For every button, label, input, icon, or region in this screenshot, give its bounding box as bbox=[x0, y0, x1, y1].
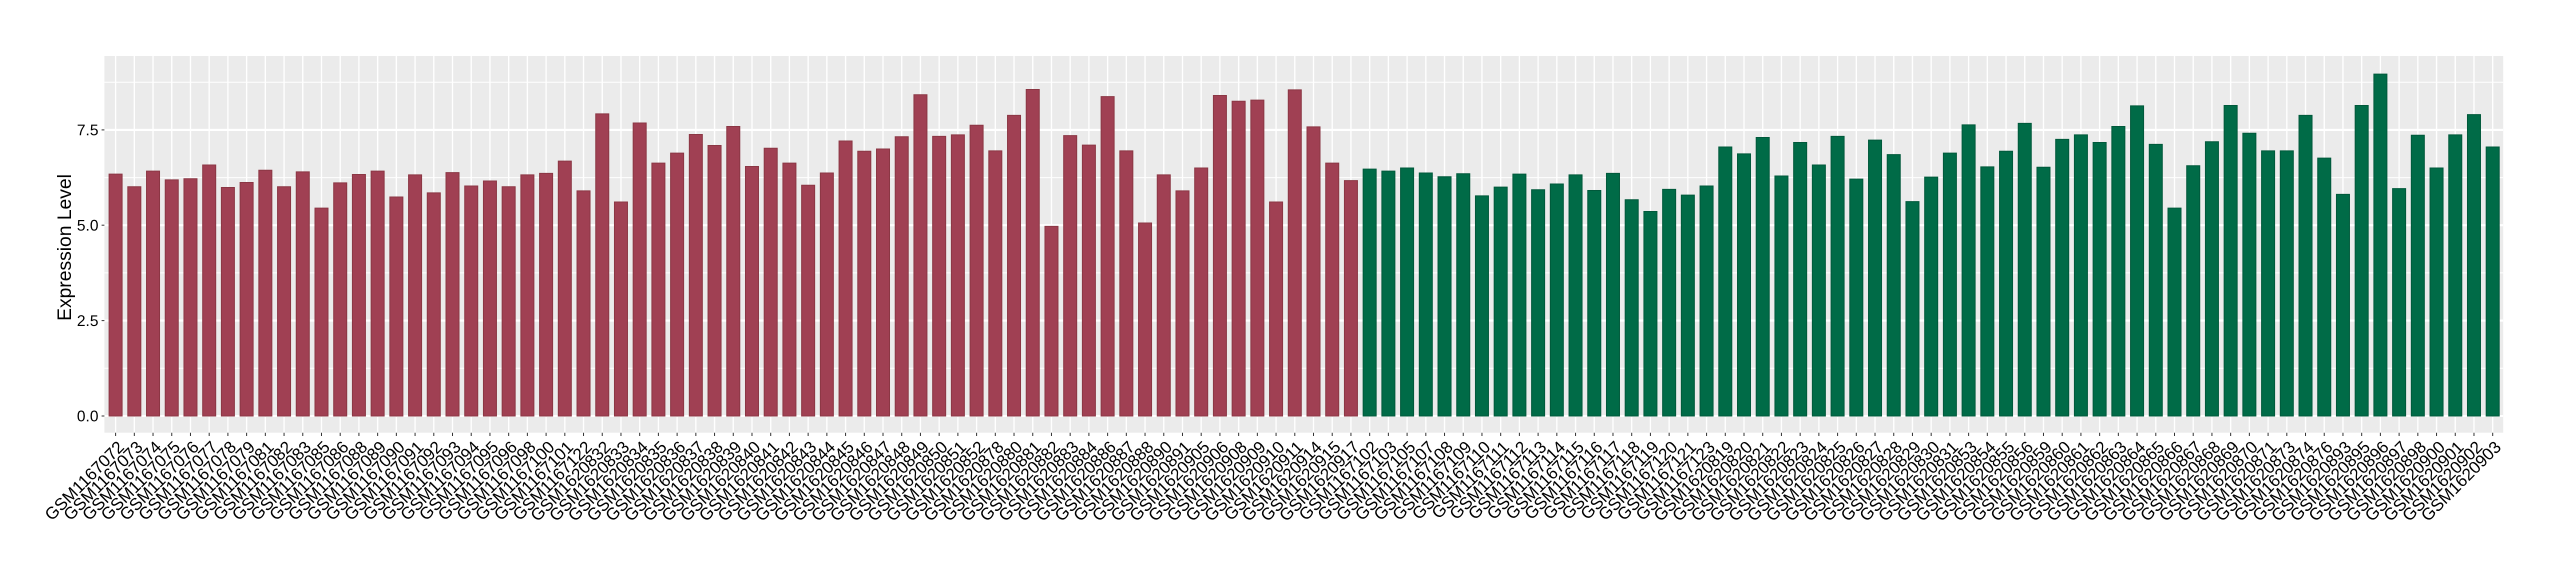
svg-text:7.5: 7.5 bbox=[77, 122, 99, 139]
svg-text:2.5: 2.5 bbox=[77, 313, 99, 330]
svg-text:0.0: 0.0 bbox=[77, 408, 99, 425]
svg-text:5.0: 5.0 bbox=[77, 218, 99, 235]
svg-text:Expression Level: Expression Level bbox=[55, 174, 76, 321]
